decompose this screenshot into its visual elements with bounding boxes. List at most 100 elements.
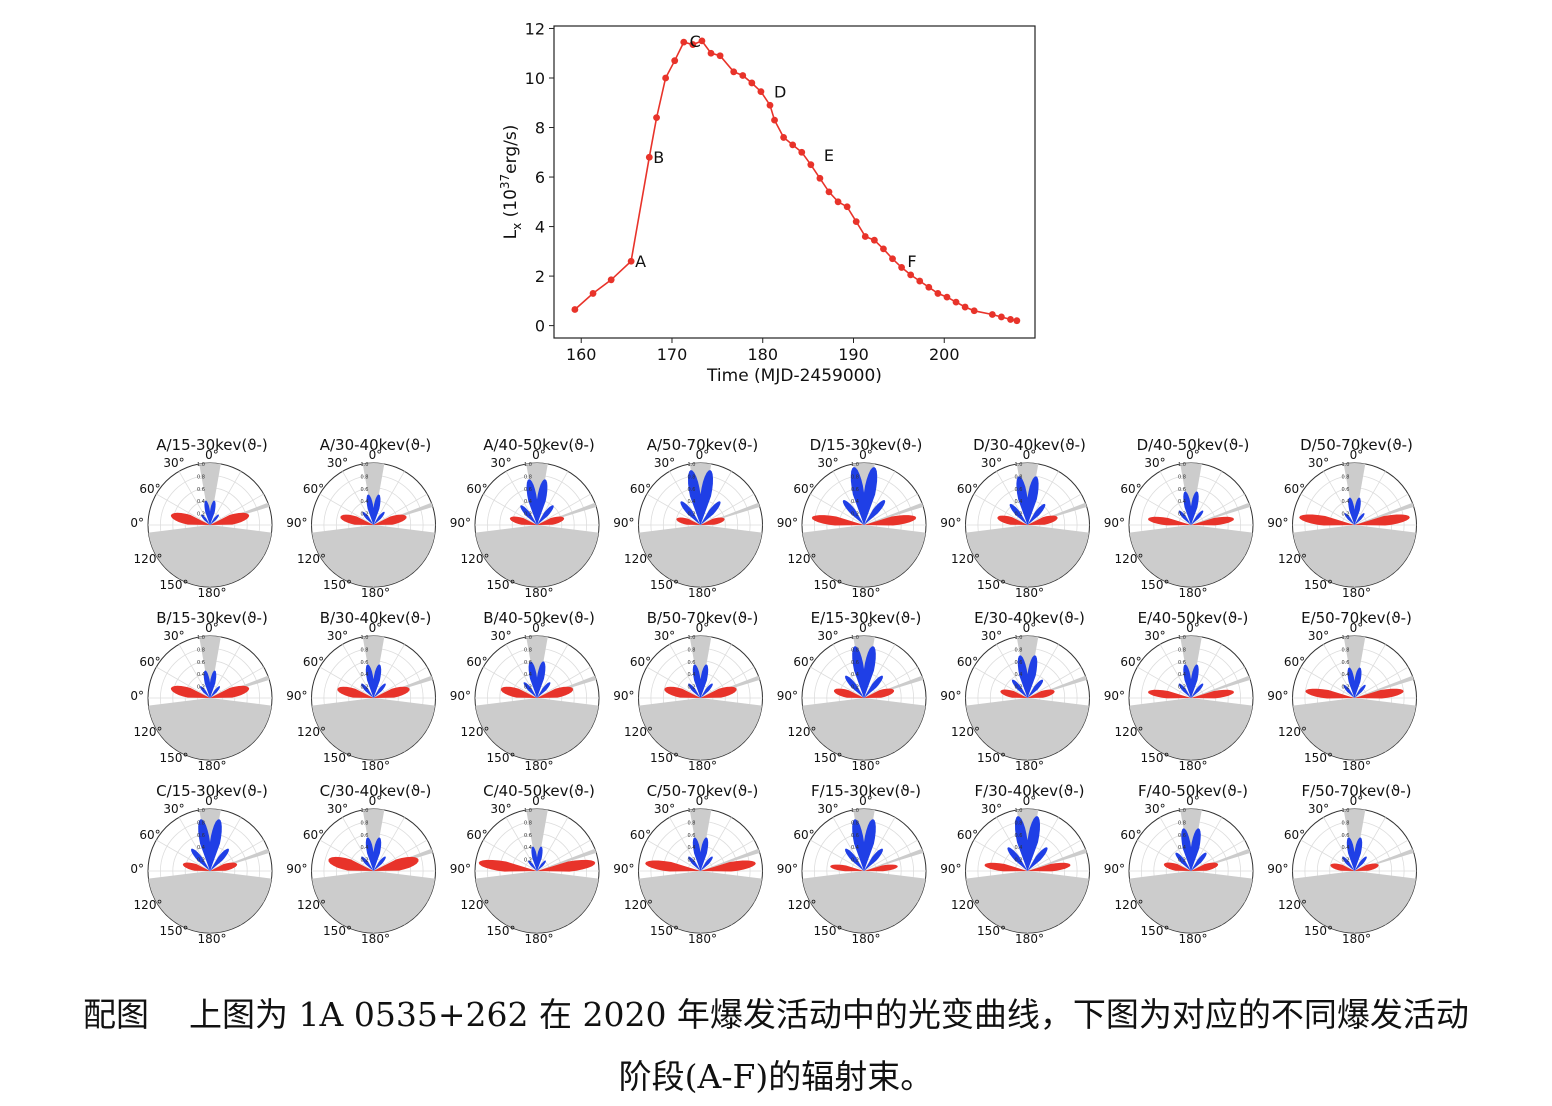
data-point xyxy=(907,271,915,279)
panel-title: E/50-70kev(ϑ-) xyxy=(1301,609,1412,627)
blue-beam-lobe xyxy=(688,683,701,698)
data-point xyxy=(698,37,706,45)
angle-tick-label: 30° xyxy=(981,629,1002,643)
polar-panel: A/15-30kev(ϑ-) 1.0 0.8 0.6 0.4 0.2 0° 30°60° 90°… xyxy=(130,436,273,600)
radial-tick-label: 0.8 xyxy=(1015,820,1023,826)
radial-tick-label: 0.2 xyxy=(197,512,205,518)
panel-title: F/50-70kev(ϑ-) xyxy=(1302,782,1412,800)
radial-tick-label: 0.8 xyxy=(524,474,532,480)
radial-tick-label: 1.0 xyxy=(1342,462,1350,468)
shaded-region-bottom xyxy=(475,525,599,587)
radial-tick-label: 1.0 xyxy=(1015,808,1023,814)
angle-tick-label: 150° xyxy=(1304,578,1333,592)
panel-title: C/15-30kev(ϑ-) xyxy=(156,782,268,800)
red-beam-lobe xyxy=(1027,515,1058,525)
red-beam-lobe xyxy=(645,860,701,872)
phase-annotation: C xyxy=(690,32,701,51)
angle-tick-label: 30° xyxy=(981,802,1002,816)
angle-tick-label: 150° xyxy=(1304,751,1333,765)
panel-title: B/30-40kev(ϑ-) xyxy=(320,609,432,627)
data-point xyxy=(852,218,860,226)
angle-tick-label: 30° xyxy=(654,456,675,470)
phase-annotation: F xyxy=(907,252,916,271)
shaded-region-bottom xyxy=(475,698,599,760)
polar-panel: A/40-50kev(ϑ-) 1.0 0.8 0.6 0.4 0.2 0° 30°60° 90°… xyxy=(450,436,600,600)
radial-tick-label: 0.8 xyxy=(851,647,859,653)
blue-beam-lobe xyxy=(1009,503,1028,525)
blue-beam-lobe xyxy=(198,819,210,871)
angle-tick-label: 30° xyxy=(1308,802,1329,816)
angular-gridline xyxy=(1190,666,1245,699)
angle-tick-label: 30° xyxy=(490,456,511,470)
panel-title: C/50-70kev(ϑ-) xyxy=(647,782,759,800)
angle-tick-label: 90° xyxy=(450,689,471,703)
angle-tick-label: 0° xyxy=(696,794,710,808)
data-point xyxy=(589,290,597,297)
angle-tick-label: 90° xyxy=(1104,862,1125,876)
angle-tick-label: 30° xyxy=(327,629,348,643)
angle-tick-label: 90° xyxy=(777,862,798,876)
shaded-region-top xyxy=(1180,808,1202,871)
blue-beam-lobe xyxy=(203,670,210,698)
blue-beam-lobe xyxy=(1181,828,1191,871)
shaded-region-bottom xyxy=(966,871,1089,933)
red-beam-lobe xyxy=(537,686,574,698)
shaded-region-top xyxy=(526,462,548,525)
red-beam-lobe xyxy=(1148,516,1191,526)
data-point xyxy=(757,88,765,96)
angle-tick-label: 180° xyxy=(1179,586,1208,600)
caption-text-line2: 阶段(A-F)的辐射束。 xyxy=(618,1057,934,1096)
blue-beam-lobe xyxy=(1027,816,1040,871)
phase-annotation: B xyxy=(653,148,664,167)
red-beam-lobe xyxy=(1354,514,1410,526)
red-beam-lobe xyxy=(676,517,701,525)
blue-beam-lobe xyxy=(852,819,864,871)
angle-tick-label: 120° xyxy=(1278,725,1307,739)
angle-tick-label: 30° xyxy=(1144,802,1165,816)
radial-tick-label: 1.0 xyxy=(524,808,532,814)
angle-tick-label: 30° xyxy=(1144,456,1165,470)
angle-tick-label: 150° xyxy=(814,751,843,765)
shaded-region-bottom xyxy=(966,525,1089,587)
data-point xyxy=(771,116,778,124)
angular-gridline xyxy=(342,471,374,526)
angular-gridline xyxy=(1300,493,1355,526)
y-tick-label: 10 xyxy=(525,69,545,88)
radial-tick-label: 0.4 xyxy=(1015,845,1023,851)
angular-gridline xyxy=(700,839,755,872)
angular-gridline xyxy=(863,839,918,872)
data-point xyxy=(645,153,653,161)
angular-gridline xyxy=(1159,471,1192,526)
red-beam-lobe xyxy=(537,516,565,525)
blue-beam-lobe xyxy=(1191,852,1207,871)
data-point xyxy=(916,277,924,285)
angle-tick-label: 90° xyxy=(940,516,961,530)
angle-tick-label: 150° xyxy=(977,578,1006,592)
shaded-region-bottom xyxy=(802,525,926,587)
polar-panel: D/30-40kev(ϑ-) 1.0 0.8 0.6 0.4 0.2 0° 30°60° 90°… xyxy=(940,436,1090,600)
angle-tick-label: 0° xyxy=(859,448,873,462)
angular-gridline xyxy=(832,644,865,699)
angle-tick-label: 90° xyxy=(450,862,471,876)
angle-tick-label: 120° xyxy=(951,898,980,912)
radial-tick-label: 1.0 xyxy=(361,635,369,641)
shaded-region-bottom xyxy=(639,698,762,760)
angular-gridline xyxy=(1323,817,1355,872)
data-point xyxy=(898,264,905,271)
angle-tick-label: 120° xyxy=(134,725,163,739)
shaded-region-bottom xyxy=(312,871,435,933)
angle-tick-label: 150° xyxy=(814,924,843,938)
blue-beam-lobe xyxy=(373,683,386,698)
shaded-region-bottom xyxy=(639,525,762,587)
angle-tick-label: 150° xyxy=(1141,751,1170,765)
angular-gridline xyxy=(1027,839,1082,872)
angular-gridline xyxy=(669,817,701,872)
blue-beam-lobe xyxy=(361,856,374,871)
red-beam-lobe xyxy=(664,686,701,698)
radial-tick-label: 0.8 xyxy=(361,820,369,826)
blue-beam-lobe xyxy=(373,494,381,525)
radial-tick-label: 0.6 xyxy=(361,833,369,839)
panel-title: D/30-40kev(ϑ-) xyxy=(973,436,1086,454)
angle-tick-label: 120° xyxy=(461,552,490,566)
shaded-strip xyxy=(1027,848,1087,871)
